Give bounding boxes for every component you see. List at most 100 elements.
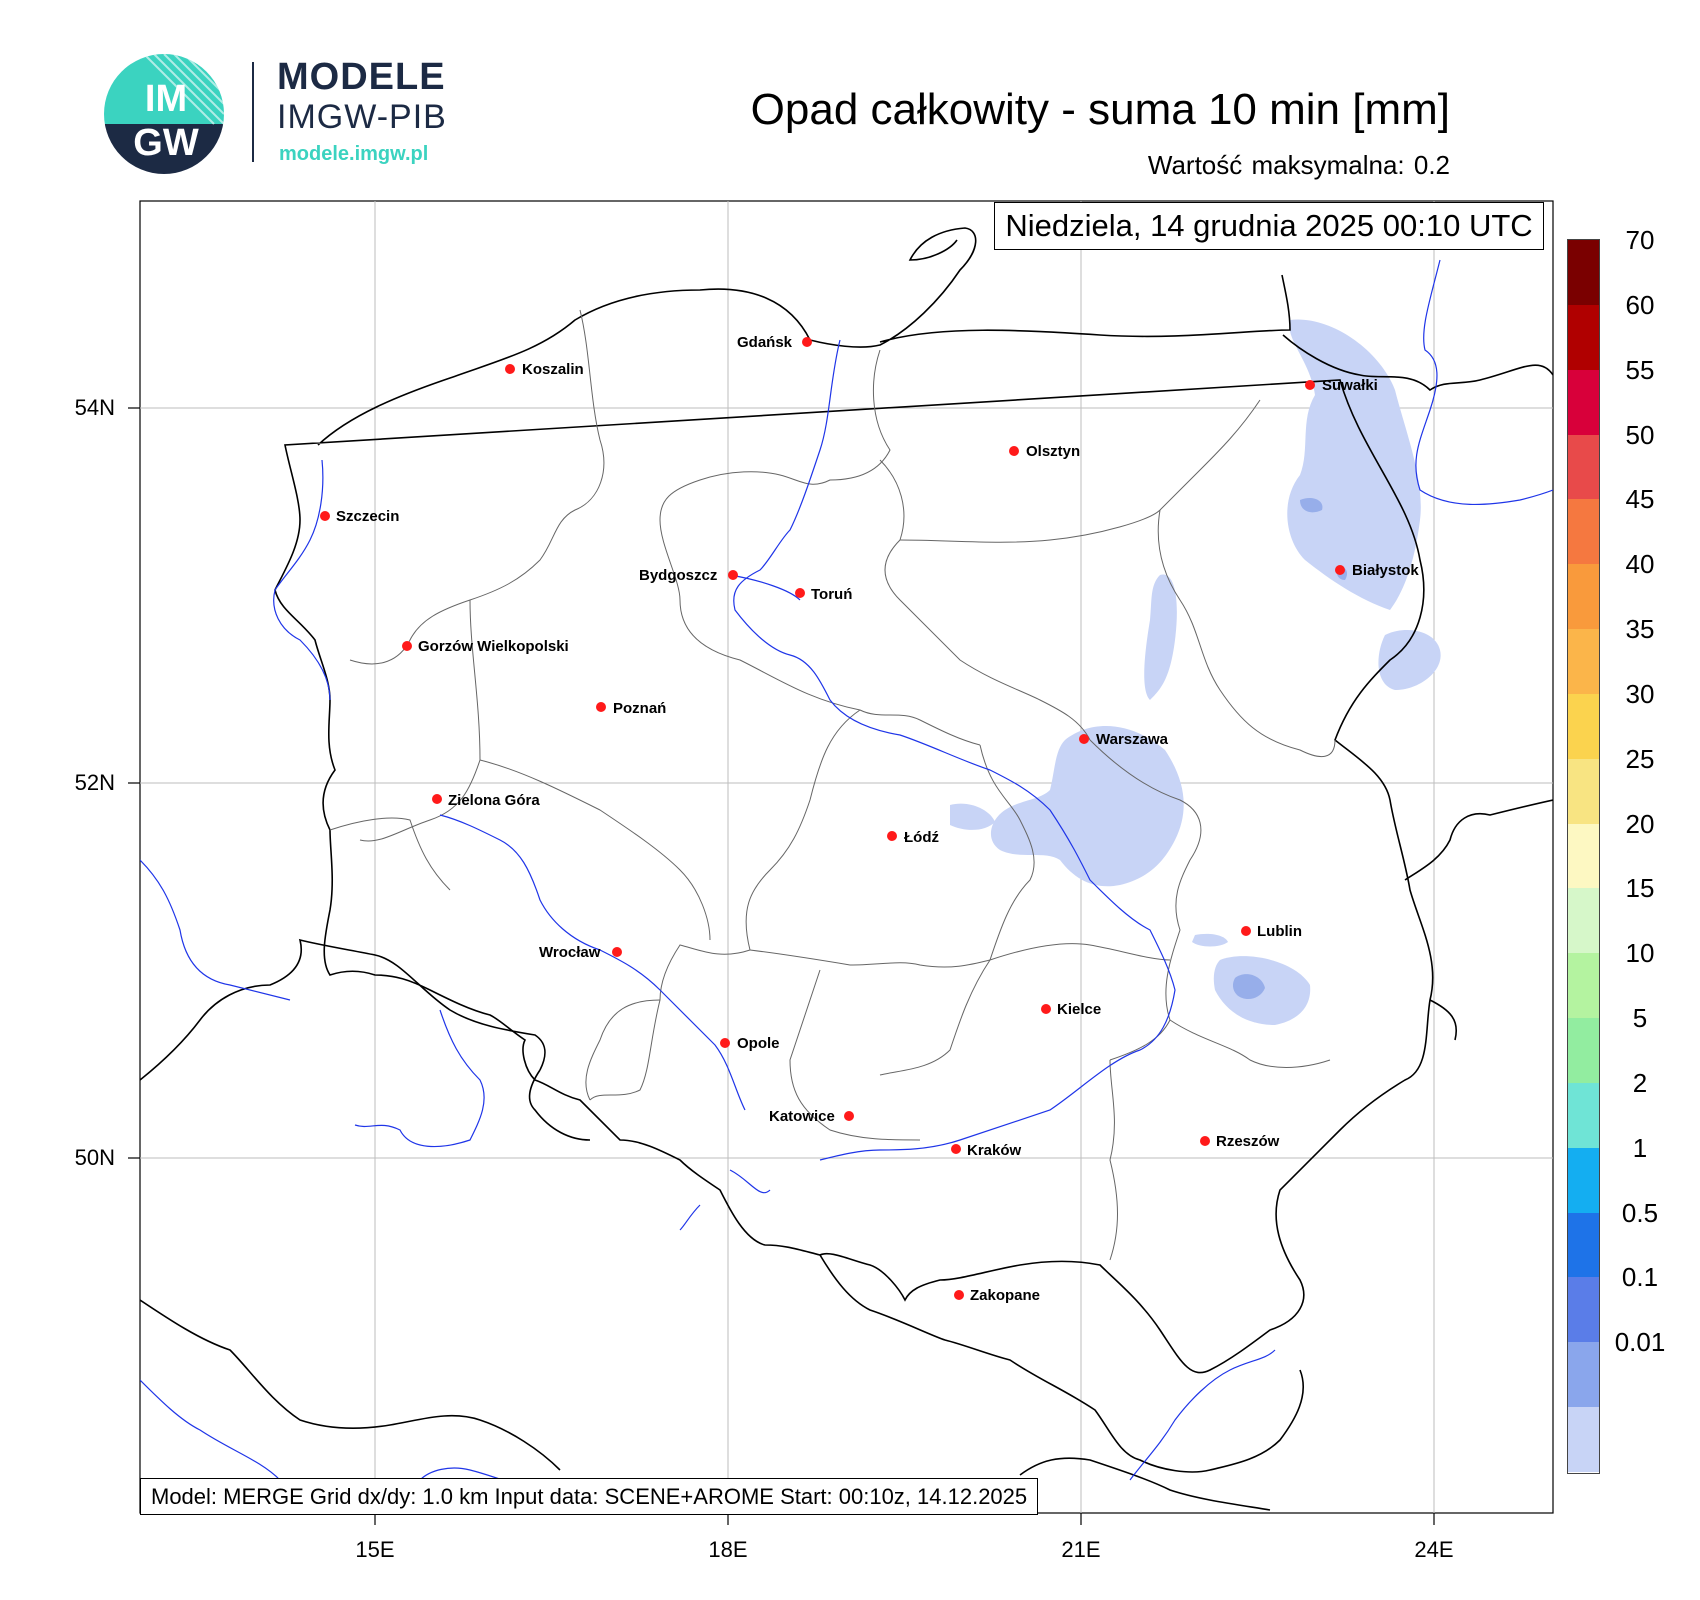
colorbar-segment xyxy=(1568,499,1599,565)
city-marker-bialystok xyxy=(1335,565,1345,575)
precip-core-lublin xyxy=(1232,974,1265,1000)
lat-label-50n: 50N xyxy=(74,1145,115,1170)
city-marker-suwalki xyxy=(1305,380,1315,390)
colorbar-label: 45 xyxy=(1625,484,1655,515)
city-label-warszawa: Warszawa xyxy=(1096,731,1168,748)
model-info-footer: Model: MERGE Grid dx/dy: 1.0 km Input da… xyxy=(140,1478,1039,1515)
colorbar-segment xyxy=(1568,1212,1599,1278)
lat-label-54n: 54N xyxy=(74,395,115,420)
city-label-koszalin: Koszalin xyxy=(522,361,584,378)
colorbar-label: 1 xyxy=(1632,1132,1648,1163)
colorbar-segment xyxy=(1568,304,1599,371)
city-label-lublin: Lublin xyxy=(1257,923,1302,940)
precip-area-east xyxy=(1378,630,1441,690)
colorbar-label: 40 xyxy=(1625,549,1655,580)
city-marker-krakow xyxy=(951,1144,961,1154)
border-austria xyxy=(140,1299,561,1471)
colorbar-segment xyxy=(1568,434,1599,500)
colorbar-label: 0.01 xyxy=(1614,1327,1666,1358)
precip-area-lublin-north xyxy=(1192,933,1228,947)
border-slovakia xyxy=(819,1254,1304,1473)
city-label-zakopane: Zakopane xyxy=(970,1287,1041,1304)
imgw-logo-icon xyxy=(104,54,224,174)
colorbar-segment xyxy=(1568,369,1599,435)
colorbar-label: 35 xyxy=(1625,614,1655,645)
border-ukraine-south xyxy=(1429,999,1457,1041)
map-title: Opad całkowity - suma 10 min [mm] xyxy=(750,85,1450,134)
precip-area-ne xyxy=(1287,319,1421,610)
city-label-szczecin: Szczecin xyxy=(336,508,400,525)
imgw-logo: IM GW MODELE IMGW-PIB modele.imgw.pl xyxy=(100,50,520,180)
lon-label-15e: 15E xyxy=(355,1537,395,1562)
axis-ticks xyxy=(128,407,1435,1525)
colorbar-label: 0.1 xyxy=(1621,1262,1659,1293)
city-label-bialystok: Białystok xyxy=(1352,562,1419,579)
precip-core-ne xyxy=(1300,498,1323,513)
city-label-wroclaw: Wrocław xyxy=(539,944,601,961)
lat-label-52n: 52N xyxy=(74,770,115,795)
border-hungary xyxy=(1019,1457,1271,1511)
city-label-torun: Toruń xyxy=(811,586,853,603)
colorbar-segment xyxy=(1568,1018,1599,1084)
city-marker-zakopane xyxy=(954,1290,964,1300)
city-marker-zielona-gora xyxy=(432,794,442,804)
city-label-suwalki: Suwałki xyxy=(1322,377,1378,394)
precip-area-central-band xyxy=(1144,574,1177,700)
city-marker-wroclaw xyxy=(612,947,622,957)
colorbar-label: 55 xyxy=(1625,354,1655,385)
precip-area-lodz xyxy=(950,803,995,830)
max-value: Wartość maksymalna: 0.2 xyxy=(1147,150,1450,180)
logo-subtitle: IMGW-PIB xyxy=(277,98,447,136)
city-marker-gorzow xyxy=(402,641,412,651)
colorbar-segment xyxy=(1568,1277,1599,1343)
colorbar-segment xyxy=(1568,1407,1599,1473)
city-marker-lublin xyxy=(1241,926,1251,936)
city-marker-kielce xyxy=(1041,1004,1051,1014)
city-label-kielce: Kielce xyxy=(1057,1001,1102,1018)
colorbar-label: 0.5 xyxy=(1621,1197,1659,1228)
city-label-lodz: Łódź xyxy=(904,829,939,846)
colorbar-label: 25 xyxy=(1625,743,1655,774)
city-label-olsztyn: Olsztyn xyxy=(1026,443,1081,460)
colorbar-segment xyxy=(1568,888,1599,954)
colorbar-label: 30 xyxy=(1625,678,1655,709)
colorbar-segment xyxy=(1568,240,1599,306)
logo-circle-text-bottom: GW xyxy=(133,122,199,164)
colorbar-label: 10 xyxy=(1625,938,1655,969)
city-markers xyxy=(320,337,1345,1300)
logo-url[interactable]: modele.imgw.pl xyxy=(279,143,429,165)
border-czech-west xyxy=(528,1069,591,1141)
city-label-gdansk: Gdańsk xyxy=(737,334,793,351)
city-marker-lodz xyxy=(887,831,897,841)
city-marker-rzeszow xyxy=(1200,1136,1210,1146)
lon-label-18e: 18E xyxy=(708,1537,748,1562)
city-label-opole: Opole xyxy=(737,1035,780,1052)
city-marker-poznan xyxy=(596,702,606,712)
logo-title: MODELE xyxy=(277,56,446,98)
city-marker-warszawa xyxy=(1079,734,1089,744)
city-marker-opole xyxy=(720,1038,730,1048)
rivers xyxy=(140,259,1553,1486)
colorbar-segment xyxy=(1568,758,1599,825)
city-label-krakow: Kraków xyxy=(967,1142,1022,1159)
colorbar-label: 15 xyxy=(1625,873,1655,904)
colorbar-segment xyxy=(1568,953,1599,1019)
city-label-zielona-gora: Zielona Góra xyxy=(448,792,540,809)
colorbar-label: 5 xyxy=(1632,1003,1648,1034)
city-marker-olsztyn xyxy=(1009,446,1019,456)
datetime-box: Niedziela, 14 grudnia 2025 00:10 UTC xyxy=(994,202,1544,250)
city-label-poznan: Poznań xyxy=(613,700,667,717)
colorbar-label: 70 xyxy=(1625,225,1655,255)
lon-label-21e: 21E xyxy=(1061,1537,1101,1562)
city-marker-szczecin xyxy=(320,511,330,521)
precip-area-warsaw xyxy=(990,726,1184,887)
border-ukraine-north xyxy=(1404,799,1553,881)
city-label-katowice: Katowice xyxy=(769,1108,835,1125)
city-marker-gdansk xyxy=(802,337,812,347)
logo-separator xyxy=(252,62,254,162)
colorbar-segment xyxy=(1568,1147,1599,1214)
city-label-gorzow: Gorzów Wielkopolski xyxy=(418,638,569,655)
logo-circle-text-top: IM xyxy=(144,78,188,120)
lon-label-24e: 24E xyxy=(1414,1537,1454,1562)
